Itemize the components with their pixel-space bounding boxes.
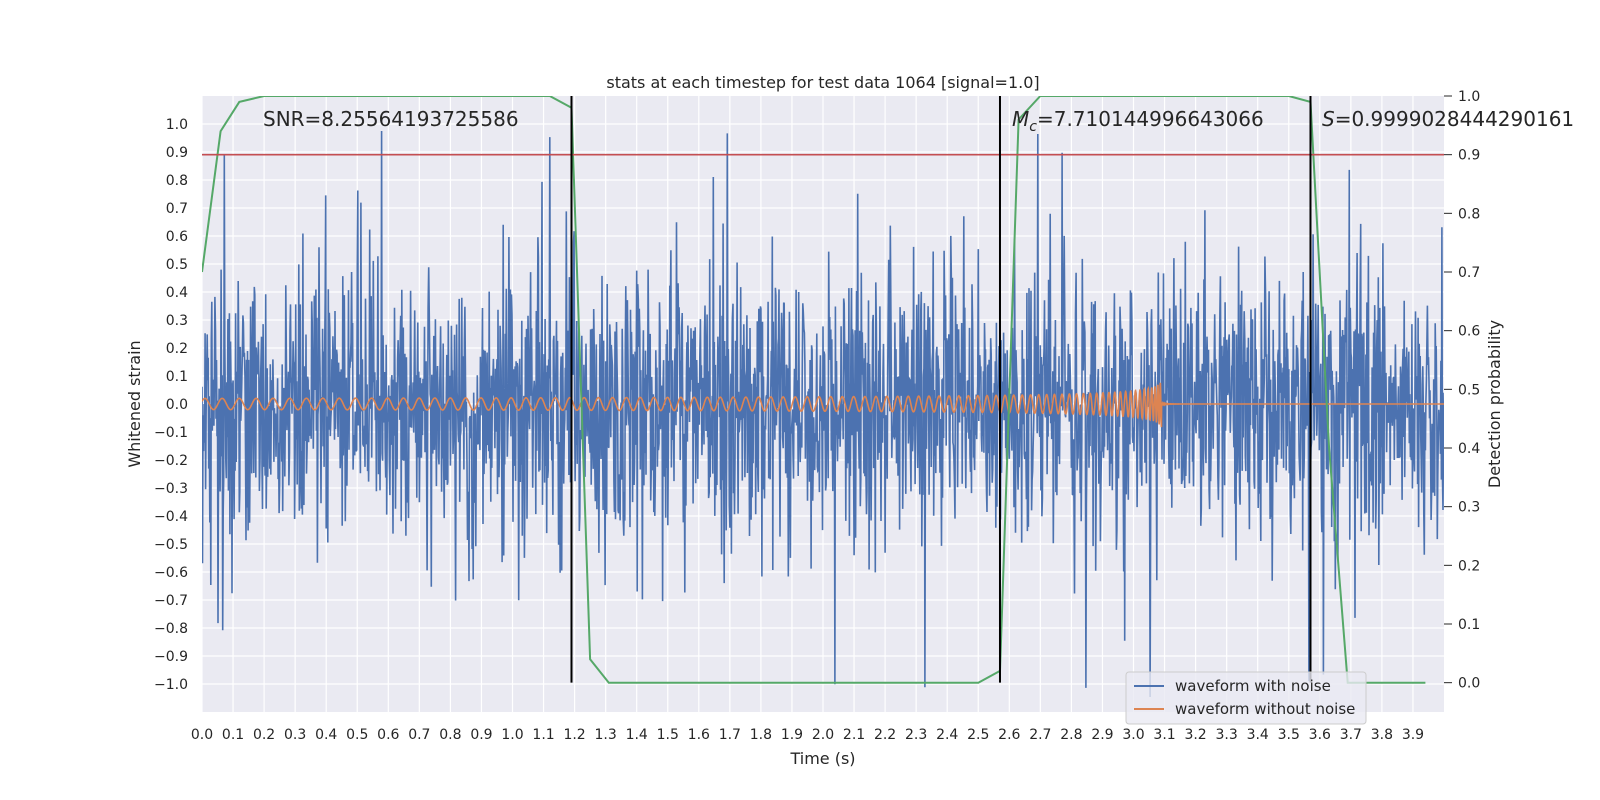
- y-tick-label: −0.2: [154, 453, 188, 469]
- y-tick-label: 1.0: [166, 117, 188, 133]
- x-tick-label: 1.8: [750, 727, 772, 743]
- y-tick-label: −0.8: [154, 621, 188, 637]
- x-tick-label: 3.3: [1216, 727, 1238, 743]
- x-tick-label: 1.7: [719, 727, 741, 743]
- y-tick-label: −0.5: [154, 537, 188, 553]
- legend: waveform with noise waveform without noi…: [1125, 671, 1367, 725]
- y2-tick-label: 0.6: [1458, 324, 1480, 340]
- x-tick-label: 2.3: [905, 727, 927, 743]
- y-tick-label: −0.6: [154, 565, 188, 581]
- x-tick-label: 1.4: [626, 727, 648, 743]
- y2-tick-label: 0.3: [1458, 500, 1480, 516]
- x-tick-label: 0.6: [377, 727, 399, 743]
- x-tick-label: 0.1: [222, 727, 244, 743]
- x-tick-label: 3.1: [1153, 727, 1175, 743]
- x-tick-label: 3.0: [1122, 727, 1144, 743]
- series-detection-probability: [202, 96, 1426, 684]
- mc-symbol: M: [1012, 107, 1029, 131]
- mc-annotation: Mc=7.710144996643066: [1012, 107, 1264, 135]
- x-tick-label: 2.2: [874, 727, 896, 743]
- vertical-markers: [570, 96, 1312, 683]
- y-tick-label: 0.8: [166, 173, 188, 189]
- y2-axis-label: Detection probability: [1485, 320, 1504, 488]
- y2-tick-labels: 1.0 0.9 0.8 0.7 0.6 0.5 0.4 0.3 0.2 0.1 0.0: [1444, 89, 1480, 692]
- mc-subscript: c: [1029, 119, 1037, 135]
- y-tick-label: −0.4: [154, 509, 188, 525]
- y2-tick-label: 0.4: [1458, 441, 1480, 457]
- x-tick-label: 1.2: [563, 727, 585, 743]
- series-waveform-with-noise: [202, 130, 1444, 698]
- x-tick-label: 2.9: [1091, 727, 1113, 743]
- x-tick-label: 2.1: [843, 727, 865, 743]
- y-tick-label: −0.9: [154, 649, 188, 665]
- y-tick-label: 0.7: [166, 201, 188, 217]
- x-tick-label: 3.2: [1184, 727, 1206, 743]
- y-tick-label: −0.7: [154, 593, 188, 609]
- y-tick-label: −1.0: [154, 677, 188, 693]
- x-tick-label: 2.5: [967, 727, 989, 743]
- x-tick-label: 0.7: [408, 727, 430, 743]
- x-tick-label: 1.0: [501, 727, 523, 743]
- y-tick-label: 0.0: [166, 397, 188, 413]
- x-tick-label: 3.5: [1278, 727, 1300, 743]
- mc-value: =7.710144996643066: [1037, 107, 1264, 131]
- x-tick-label: 1.5: [657, 727, 679, 743]
- snr-annotation: SNR=8.25564193725586: [263, 107, 519, 131]
- y2-tick-label: 0.9: [1458, 148, 1480, 164]
- y-tick-label: 0.9: [166, 145, 188, 161]
- x-tick-label: 2.8: [1060, 727, 1082, 743]
- x-tick-label: 0.0: [191, 727, 213, 743]
- legend-label-clean: waveform without noise: [1175, 700, 1355, 718]
- y2-tick-label: 0.2: [1458, 558, 1480, 574]
- x-tick-label: 2.7: [1029, 727, 1051, 743]
- x-tick-label: 1.6: [688, 727, 710, 743]
- legend-label-noise: waveform with noise: [1175, 677, 1331, 695]
- x-axis-label: Time (s): [789, 749, 855, 768]
- x-tick-label: 0.5: [346, 727, 368, 743]
- y-tick-label: 0.1: [166, 369, 188, 385]
- y-tick-label: 0.2: [166, 341, 188, 357]
- s-value: =0.9999028444290161: [1335, 107, 1574, 131]
- y2-tick-label: 0.0: [1458, 676, 1480, 692]
- x-tick-label: 0.9: [470, 727, 492, 743]
- y-tick-label: 0.5: [166, 257, 188, 273]
- y-axis-label: Whitened strain: [125, 340, 144, 467]
- x-tick-labels: 0.0 0.1 0.2 0.3 0.4 0.5 0.6 0.7 0.8 0.9 1.0 1.1 1.2 1…: [191, 727, 1424, 743]
- chart-title: stats at each timestep for test data 106…: [606, 73, 1039, 92]
- x-tick-label: 0.3: [284, 727, 306, 743]
- s-symbol: S: [1322, 107, 1335, 131]
- y2-tick-label: 0.7: [1458, 265, 1480, 281]
- y-tick-label: 0.6: [166, 229, 188, 245]
- x-tick-label: 0.2: [253, 727, 275, 743]
- x-tick-label: 3.6: [1309, 727, 1331, 743]
- y-tick-label: 0.3: [166, 313, 188, 329]
- y-tick-labels: 1.0 0.9 0.8 0.7 0.6 0.5 0.4 0.3 0.2 0.1 0.0 −0.1 −0.…: [154, 117, 188, 693]
- x-tick-label: 0.4: [315, 727, 337, 743]
- x-tick-label: 1.1: [532, 727, 554, 743]
- x-tick-label: 3.8: [1371, 727, 1393, 743]
- x-tick-label: 2.6: [998, 727, 1020, 743]
- x-tick-label: 1.9: [781, 727, 803, 743]
- y-tick-label: −0.1: [154, 425, 188, 441]
- legend-box: [1125, 671, 1367, 725]
- y2-tick-label: 0.8: [1458, 206, 1480, 222]
- y-tick-label: −0.3: [154, 481, 188, 497]
- x-tick-label: 2.0: [812, 727, 834, 743]
- x-tick-label: 2.4: [936, 727, 958, 743]
- x-tick-label: 3.7: [1340, 727, 1362, 743]
- y2-tick-label: 0.5: [1458, 382, 1480, 398]
- x-tick-label: 1.3: [595, 727, 617, 743]
- x-tick-label: 3.4: [1247, 727, 1269, 743]
- series-waveform-without-noise: [202, 382, 1444, 428]
- y2-tick-label: 0.1: [1458, 617, 1480, 633]
- y-tick-label: 0.4: [166, 285, 188, 301]
- s-annotation: S=0.9999028444290161: [1322, 107, 1574, 131]
- x-tick-label: 0.8: [439, 727, 461, 743]
- y2-tick-label: 1.0: [1458, 89, 1480, 105]
- x-tick-label: 3.9: [1402, 727, 1424, 743]
